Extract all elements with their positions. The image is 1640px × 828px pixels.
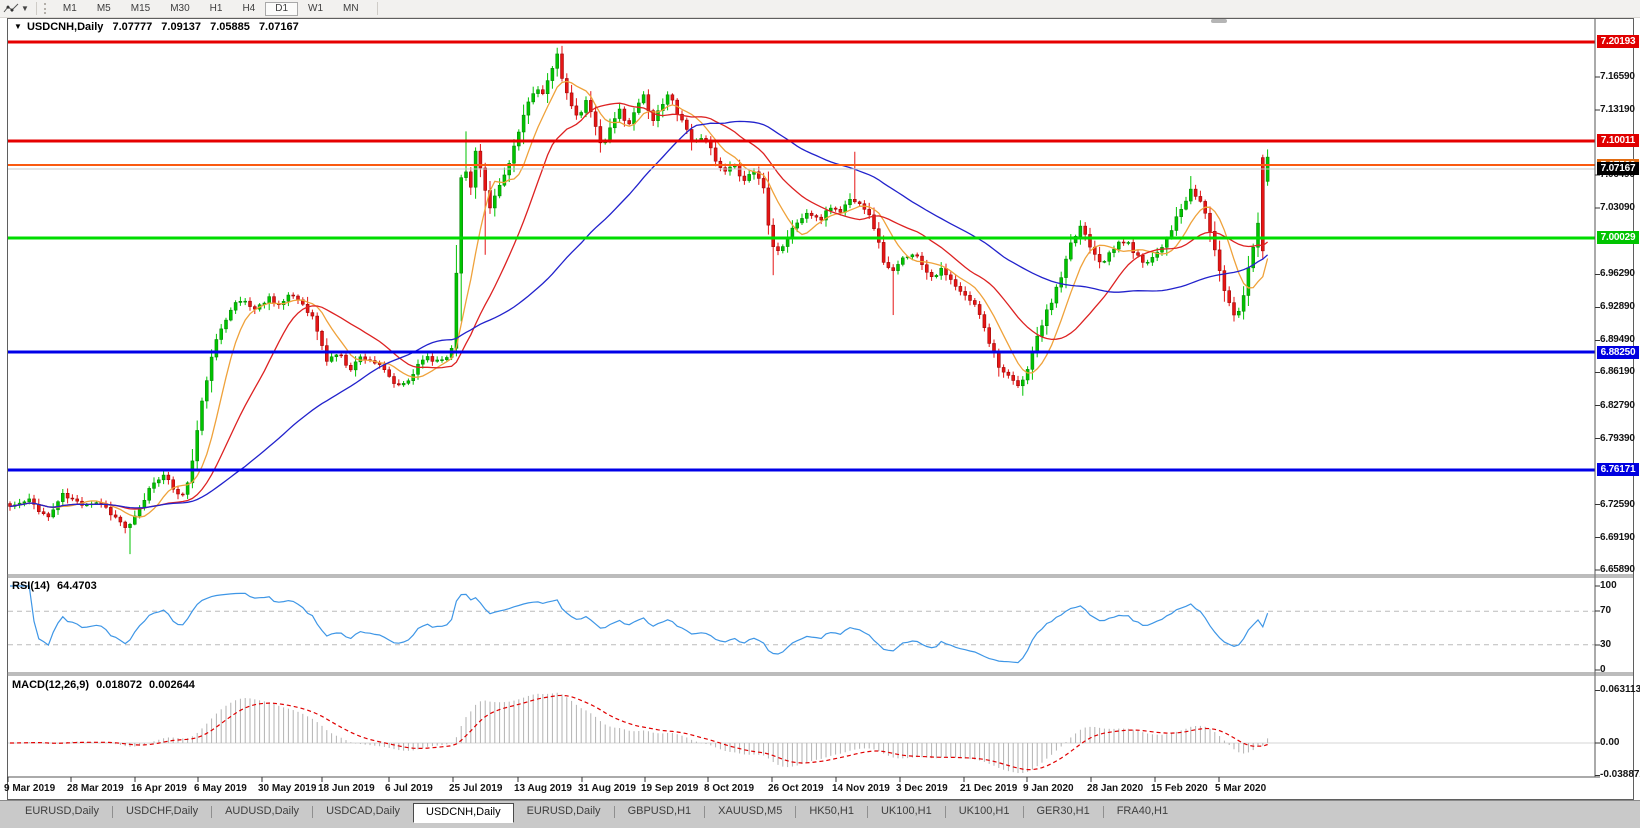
timeframe-toolbar: ▼ M1 M5 M15 M30 H1 H4 D1 W1 MN (0, 0, 1640, 18)
timeframe-button-m15[interactable]: M15 (130, 2, 151, 14)
toolbar-divider (35, 2, 37, 15)
chart-tab-10-uk100-h1[interactable]: UK100,H1 (958, 805, 1010, 817)
tab-divider (111, 805, 113, 818)
tab-divider (613, 805, 615, 818)
tab-divider (1102, 805, 1104, 818)
tab-divider (704, 805, 706, 818)
tab-divider (795, 805, 797, 818)
tab-divider (312, 805, 314, 818)
chart-tab-8-hk50-h1[interactable]: HK50,H1 (809, 805, 854, 817)
chart-tab-4-usdcnh-daily[interactable]: USDCNH,Daily (413, 802, 514, 823)
toolbar-grip[interactable] (43, 3, 46, 14)
main-chart-plot-area[interactable] (8, 19, 1595, 574)
tab-divider (944, 805, 946, 818)
tab-divider (866, 805, 868, 818)
chart-tab-3-usdcad-daily[interactable]: USDCAD,Daily (326, 805, 401, 817)
timeframe-button-d1[interactable]: D1 (265, 1, 299, 16)
chart-tab-bar: EURUSD,Daily USDCHF,Daily AUDUSD,Daily USDC… (0, 800, 1640, 828)
chart-tab-6-gbpusd-h1[interactable]: GBPUSD,H1 (627, 805, 692, 817)
chart-tab-7-xauusd-m5[interactable]: XAUUSD,M5 (718, 805, 783, 817)
chart-h-scrollbar-thumb[interactable] (1211, 19, 1227, 23)
macd-panel[interactable] (8, 676, 1595, 777)
timeframe-button-m30[interactable]: M30 (170, 2, 190, 14)
timeframe-button-m5[interactable]: M5 (96, 2, 111, 14)
chart-tab-11-ger30-h1[interactable]: GER30,H1 (1036, 805, 1090, 817)
chart-tab-2-audusd-daily[interactable]: AUDUSD,Daily (225, 805, 300, 817)
chart-tabs-row: EURUSD,Daily USDCHF,Daily AUDUSD,Daily USDC… (0, 801, 1640, 823)
chart-tab-1-usdchf-daily[interactable]: USDCHF,Daily (125, 805, 199, 817)
chart-tab-5-eurusd-daily[interactable]: EURUSD,Daily (526, 805, 601, 817)
tab-divider (211, 805, 213, 818)
chart-tab-0-eurusd-daily[interactable]: EURUSD,Daily (25, 805, 99, 817)
timeframe-button-m1[interactable]: M1 (62, 2, 77, 14)
timeframe-button-w1[interactable]: W1 (308, 2, 324, 14)
tab-divider (1022, 805, 1024, 818)
timeframe-group: M1 M5 M15 M30 H1 H4 D1 W1 MN (53, 1, 369, 16)
chart-tab-9-uk100-h1[interactable]: UK100,H1 (880, 805, 932, 817)
dropdown-caret-icon[interactable]: ▼ (21, 4, 29, 13)
rsi-panel[interactable] (8, 578, 1595, 672)
timeframe-button-h4[interactable]: H4 (242, 2, 256, 14)
timeframe-button-mn[interactable]: MN (343, 2, 359, 14)
timeframe-button-h1[interactable]: H1 (209, 2, 223, 14)
chart-tab-12-fra40-h1[interactable]: FRA40,H1 (1116, 805, 1169, 817)
toolbar-divider-end (376, 2, 378, 15)
indicator-icon[interactable] (3, 2, 20, 15)
